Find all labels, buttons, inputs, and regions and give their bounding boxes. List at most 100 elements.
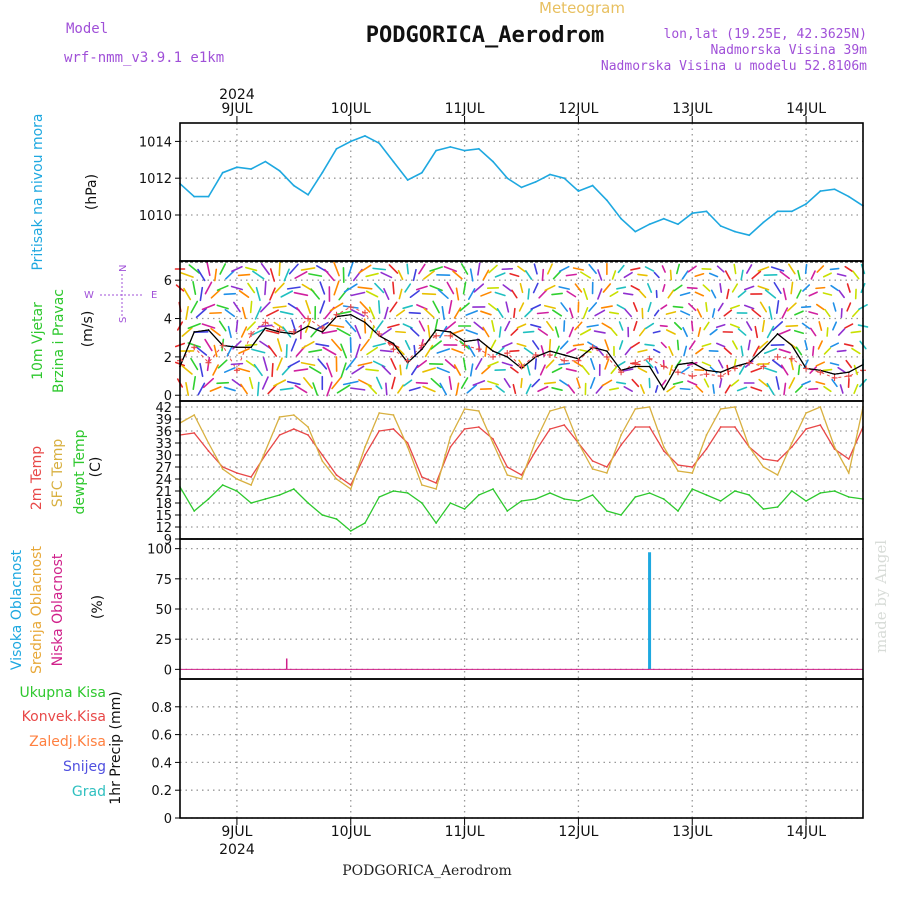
wind-arrow — [379, 349, 393, 353]
wind-arrow — [446, 281, 455, 295]
pressure-point — [805, 203, 807, 205]
wind-arrow — [511, 289, 518, 299]
wind-arrow — [723, 309, 733, 317]
gust-marker — [475, 346, 482, 353]
wind-arrow — [853, 364, 859, 376]
sfc-temp-point — [549, 410, 551, 412]
wind-arrow — [404, 283, 412, 293]
wind-arrow — [509, 272, 520, 278]
wind-arrow — [487, 380, 499, 386]
day-label-bottom: 10JUL — [331, 824, 371, 840]
wind-arrow — [495, 385, 505, 393]
wind-arrow — [815, 303, 825, 311]
pressure-point — [321, 171, 324, 174]
pressure-point — [492, 160, 494, 163]
gust-marker — [831, 374, 838, 381]
wind-arrow — [586, 324, 599, 328]
wind-arrow — [751, 308, 762, 318]
wind-arrow — [293, 291, 309, 297]
wind-arrow — [372, 267, 387, 271]
wind-arrow — [380, 327, 392, 337]
sfc-temp-point — [264, 450, 267, 452]
wind-arrow — [264, 280, 267, 296]
y-tick-label: 0 — [164, 663, 172, 678]
dewpoint-point — [193, 510, 196, 512]
wind-arrow — [374, 282, 385, 294]
wind-arrow — [235, 319, 239, 333]
wind-arrow — [291, 319, 297, 333]
dewpoint-point — [819, 492, 822, 494]
wind-arrow — [676, 263, 681, 275]
temp-2m-point — [563, 424, 566, 426]
wind-arrow — [789, 357, 794, 371]
wind-arrow — [666, 385, 676, 393]
day-label-top: 9JUL — [221, 101, 252, 117]
wind-arrow — [829, 267, 840, 271]
wind-arrow — [416, 359, 428, 369]
wind-arrow — [617, 264, 625, 274]
wind-arrow — [326, 362, 333, 378]
wind-arrow — [360, 338, 370, 352]
wind-arrow — [444, 359, 456, 369]
dewpoint-point — [520, 500, 523, 502]
temp-2m-point — [534, 450, 537, 452]
temp-2m-point — [790, 446, 793, 448]
pressure-point — [392, 160, 395, 163]
wind-arrow — [771, 359, 784, 369]
wind-arrow — [333, 261, 340, 277]
pressure-point — [748, 234, 751, 237]
wind-arrow — [808, 291, 818, 297]
wind-arrow — [225, 270, 235, 280]
pressure-point — [520, 186, 523, 189]
wind-arrow — [392, 281, 395, 295]
temp-2m-point — [591, 460, 594, 462]
dewpoint-point — [549, 492, 551, 494]
dewpoint-point — [563, 498, 566, 500]
wind-arrow — [343, 283, 358, 293]
sfc-temp-point — [648, 406, 651, 408]
y-tick-label: 24 — [155, 473, 172, 488]
wind-arrow — [616, 304, 626, 310]
wind-arrow — [350, 291, 366, 297]
wind-arrow — [645, 359, 654, 369]
wind-arrow — [206, 261, 211, 277]
dewpoint-point — [278, 494, 281, 496]
temp-2m-point — [392, 428, 395, 430]
wind-arrow — [300, 361, 316, 367]
wind-arrow — [593, 330, 606, 334]
elevation-text: Nadmorska Visina 39m — [710, 43, 867, 58]
wind-arrow — [230, 362, 244, 366]
wind-arrow — [427, 324, 431, 340]
wind-arrow — [644, 322, 655, 330]
pressure-point — [307, 193, 309, 196]
temp-2m-point — [847, 458, 850, 460]
wind-arrow — [601, 379, 613, 387]
wind-arrow — [365, 290, 379, 298]
wind-arrow — [238, 347, 250, 355]
wind-unit: (m/s) — [80, 311, 96, 348]
pressure-point — [819, 190, 822, 192]
wind-arrow — [226, 345, 234, 357]
wind-arrow — [532, 340, 540, 350]
dewpoint-point — [321, 514, 324, 516]
y-tick-label: 12 — [155, 521, 172, 536]
temp-2m-point — [236, 472, 238, 474]
wind-arrow — [279, 387, 294, 391]
y-tick-label: 21 — [155, 485, 172, 500]
dewpoint-point — [705, 494, 708, 496]
wind-arrow — [705, 301, 708, 313]
wind-arrow — [202, 377, 215, 389]
dewpoint-point — [392, 490, 395, 492]
wind-arrow — [223, 292, 237, 296]
wind-arrow — [501, 267, 514, 271]
wind-arrow — [251, 328, 265, 336]
wind-arrow — [846, 283, 851, 293]
wind-arrow — [513, 307, 516, 319]
dewpoint-point — [605, 510, 608, 512]
dewpoint-point — [307, 502, 309, 504]
wind-arrow — [245, 360, 257, 368]
model-elevation-text: Nadmorska Visina u modelu 52.8106m — [601, 59, 867, 74]
pressure-point — [549, 173, 551, 176]
wind-arrow — [729, 304, 740, 310]
dewpoint-point — [805, 500, 807, 502]
